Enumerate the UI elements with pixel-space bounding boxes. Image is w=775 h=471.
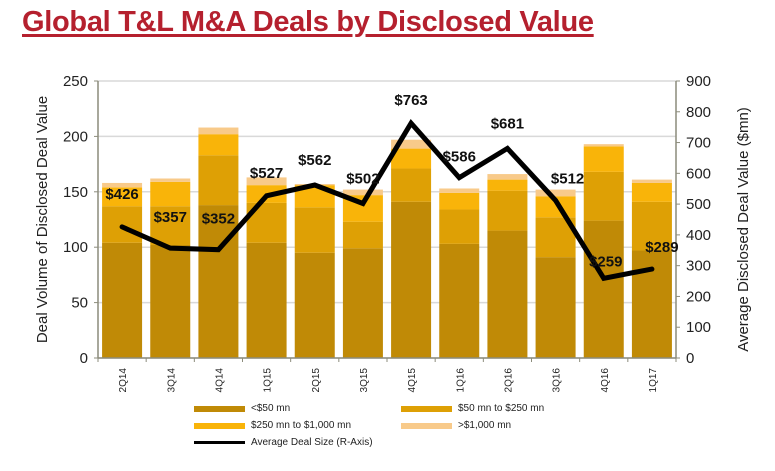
bar-segment	[391, 201, 432, 358]
data-label: $681	[491, 115, 524, 132]
y2-tick-label: 600	[686, 165, 711, 182]
bar-segment	[102, 242, 143, 358]
bar-segment	[342, 221, 383, 249]
bar-segment	[583, 171, 624, 221]
chart-title: Global T&L M&A Deals by Disclosed Value	[22, 6, 594, 38]
bar-segment	[535, 257, 576, 358]
y-tick-label: 250	[63, 73, 88, 90]
bar-segment	[342, 189, 383, 196]
legend-line-swatch	[194, 441, 245, 444]
legend-item-under-50: <$50 mn	[194, 403, 290, 414]
x-tick-label: 2Q14	[118, 368, 129, 393]
bar-segment	[246, 242, 287, 358]
x-tick-label: 3Q16	[552, 368, 563, 393]
legend-label: $50 mn to $250 mn	[458, 403, 545, 414]
data-label: $259	[589, 253, 622, 270]
legend-swatch	[194, 405, 245, 412]
bar-segment	[487, 230, 528, 358]
x-tick-label: 1Q15	[263, 368, 274, 393]
y-tick-label: 0	[80, 350, 88, 367]
y2-tick-label: 900	[686, 73, 711, 90]
data-label: $357	[154, 209, 187, 226]
data-label: $502	[346, 170, 379, 187]
data-label: $512	[551, 170, 584, 187]
y-tick-label: 50	[71, 295, 88, 312]
bar-segment	[631, 201, 672, 251]
bar-segment	[583, 144, 624, 147]
bar-segment	[439, 188, 480, 193]
bar-segment	[150, 178, 191, 182]
bar-segment	[487, 179, 528, 191]
y2-tick-label: 400	[686, 227, 711, 244]
legend-label: >$1,000 mn	[458, 420, 512, 431]
bar-segment	[198, 127, 239, 135]
data-label: $426	[105, 186, 138, 203]
bar-segment	[487, 174, 528, 180]
bar-segment	[150, 206, 191, 245]
y-tick-label: 200	[63, 128, 88, 145]
bar-segment	[583, 220, 624, 358]
legend-item-50-to-250: $50 mn to $250 mn	[401, 403, 544, 414]
bar-segment	[198, 205, 239, 358]
y2-tick-label: 700	[686, 135, 711, 152]
bar-segment	[439, 192, 480, 210]
bar-segment	[294, 252, 335, 358]
legend-swatch	[194, 422, 245, 429]
bar-segment	[487, 190, 528, 231]
legend-swatch	[401, 405, 452, 412]
bar-segment	[246, 177, 287, 186]
bar-segment	[439, 243, 480, 358]
x-tick-label: 2Q16	[503, 368, 514, 393]
data-label: $763	[394, 92, 427, 109]
bar-segment	[294, 207, 335, 253]
data-label: $527	[250, 165, 283, 182]
y2-tick-label: 0	[686, 350, 694, 367]
data-label: $586	[443, 149, 476, 166]
y-tick-label: 150	[63, 184, 88, 201]
bar-segment	[198, 134, 239, 156]
data-label: $562	[298, 152, 331, 169]
bar-segment	[391, 139, 432, 149]
bar-segment	[342, 248, 383, 358]
y2-tick-label: 500	[686, 196, 711, 213]
bar-segment	[535, 189, 576, 197]
y-tick-label: 100	[63, 239, 88, 256]
bar-segment	[150, 244, 191, 358]
x-tick-label: 4Q14	[214, 368, 225, 393]
bar-segment	[391, 148, 432, 169]
legend-item-250-to-1000: $250 mn to $1,000 mn	[194, 420, 351, 431]
legend-item-over-1000: >$1,000 mn	[401, 420, 511, 431]
x-tick-label: 3Q14	[166, 368, 177, 393]
bar-segment	[102, 182, 143, 188]
bar-segment	[391, 168, 432, 202]
x-tick-label: 3Q15	[359, 368, 370, 393]
bar-segment	[150, 181, 191, 207]
x-tick-label: 2Q15	[311, 368, 322, 393]
average-deal-size-line	[119, 118, 655, 282]
y2-tick-label: 200	[686, 288, 711, 305]
y2-tick-label: 300	[686, 258, 711, 275]
y2-axis-title: Average Disclosed Deal Value ($mn)	[735, 107, 752, 352]
bar-segment	[583, 146, 624, 172]
x-tick-label: 1Q16	[455, 368, 466, 393]
x-tick-label: 1Q17	[648, 368, 659, 393]
legend-swatch	[401, 422, 452, 429]
y2-tick-label: 800	[686, 104, 711, 121]
legend-label: Average Deal Size (R-Axis)	[251, 437, 373, 448]
data-label: $289	[645, 239, 678, 256]
legend-label: <$50 mn	[251, 403, 291, 414]
bar-segment	[102, 187, 143, 207]
legend-item-average-deal-size: Average Deal Size (R-Axis)	[194, 437, 373, 448]
bar-segment	[198, 155, 239, 206]
legend-label: $250 mn to $1,000 mn	[251, 420, 352, 431]
x-tick-label: 4Q15	[407, 368, 418, 393]
y-axis-title: Deal Volume of Disclosed Deal Value	[34, 96, 51, 343]
x-tick-label: 4Q16	[600, 368, 611, 393]
bar-segment	[439, 209, 480, 244]
y2-tick-label: 100	[686, 319, 711, 336]
data-label: $352	[202, 211, 235, 228]
bar-segment	[631, 182, 672, 202]
bar-segment	[631, 179, 672, 183]
